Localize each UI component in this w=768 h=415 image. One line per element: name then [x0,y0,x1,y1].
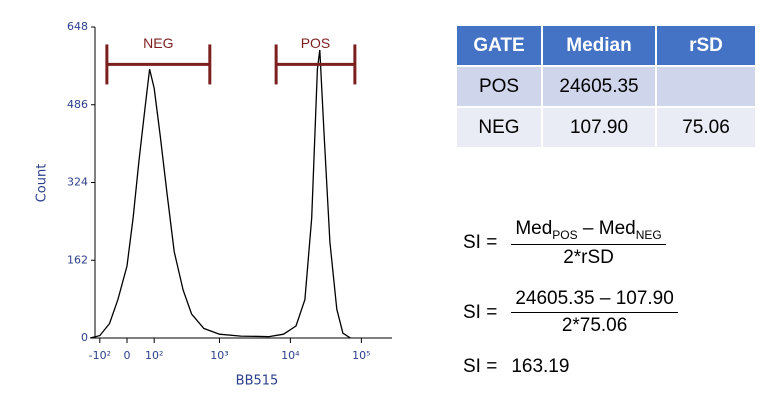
x-tick-label: -10² [89,349,111,362]
header-cell: rSD [656,26,757,66]
formula-text: Med [515,218,553,239]
x-tick-label: 10⁴ [281,349,300,362]
x-tick-label: 0 [124,349,131,362]
x-tick-label: 10³ [210,349,228,362]
cell: 75.06 [656,106,757,147]
formula-lhs: SI = [463,301,498,323]
formula: SI = 24605.35 – 107.90 2*75.06 [463,288,678,337]
table: GATE Median rSD POS 24605.35 NEG 107.90 75.… [457,26,757,147]
formula-denominator: 2*rSD [563,246,614,268]
y-tick-label: 162 [67,253,88,266]
cell: 107.90 [542,106,657,147]
formula-numerator: 24605.35 – 107.90 [511,288,678,313]
y-tick-label: 648 [67,20,88,33]
x-axis-label: BB515 [236,374,279,389]
formula: SI = MedPOS – MedNEG 2*rSD [463,218,666,269]
formula-text: – Med [577,218,636,239]
header-cell: Median [542,26,657,66]
gate-label: POS [301,35,331,51]
cell: POS [457,65,543,107]
y-tick-label: 324 [67,176,88,189]
cell [656,65,757,107]
x-tick-label: 10² [145,349,163,362]
y-tick-label: 486 [67,98,88,111]
x-tick-label: 10⁵ [352,349,370,362]
cell: 24605.35 [542,65,657,107]
formula-denominator: 2*75.06 [561,315,628,336]
formula-lhs: SI = [463,232,498,254]
formula-sub: POS [552,227,578,242]
formula-result: 163.19 [511,356,570,377]
gate-label: NEG [143,35,173,51]
cell: NEG [457,106,543,147]
histogram-line [90,49,351,339]
formula-lhs: SI = [463,356,498,377]
y-axis-label: Count [35,164,50,203]
y-tick-label: 0 [81,331,88,344]
header-cell: GATE [457,26,543,66]
formula: SI = 163.19 [463,356,569,378]
formula-sub: NEG [635,227,662,242]
